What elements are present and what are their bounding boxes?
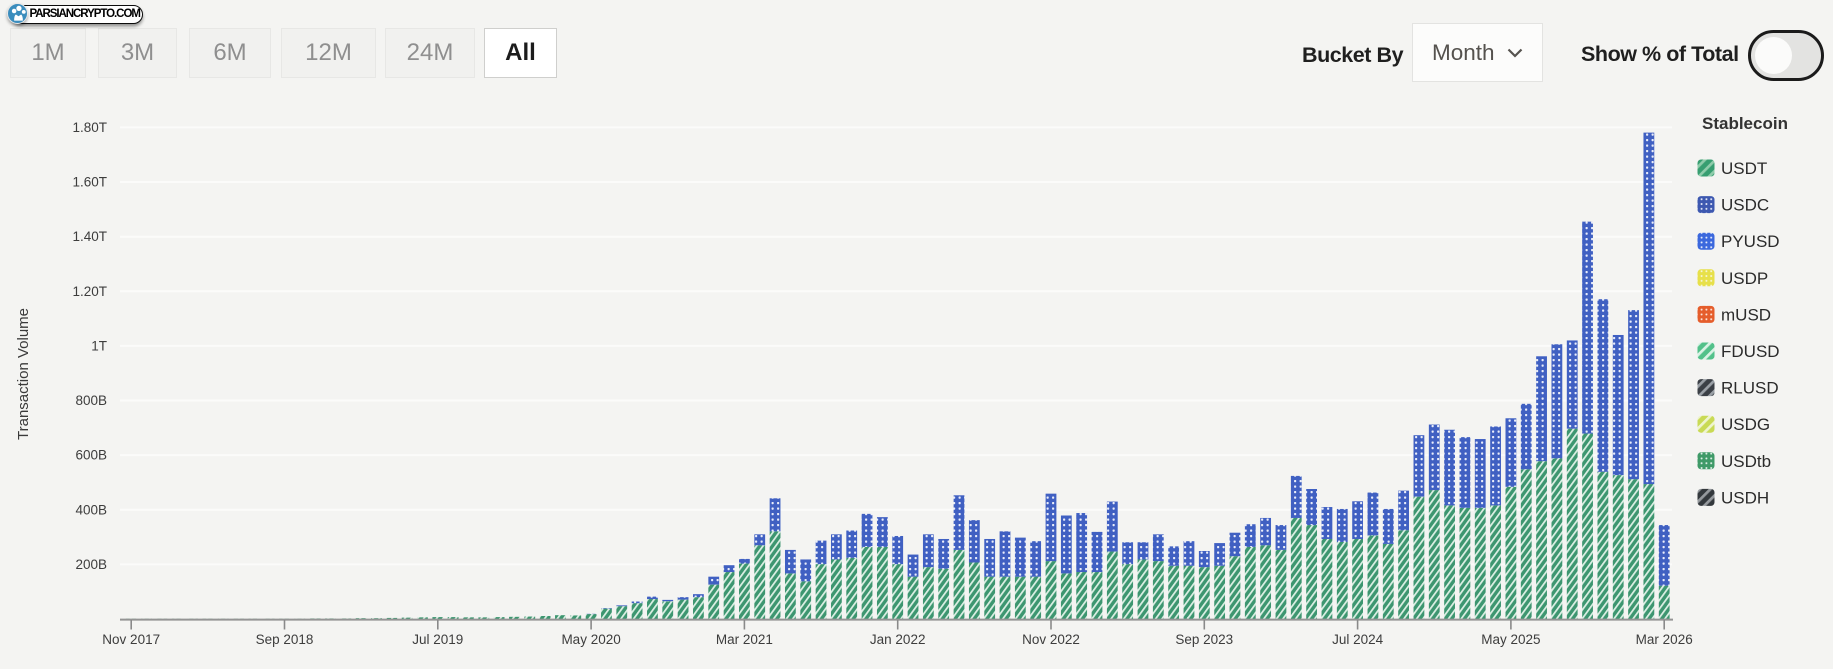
svg-text:May 2025: May 2025 (1481, 632, 1540, 647)
svg-text:USDP: USDP (1721, 269, 1768, 288)
svg-text:800B: 800B (75, 393, 107, 408)
svg-text:1.40T: 1.40T (72, 229, 107, 244)
svg-text:600B: 600B (75, 448, 107, 463)
svg-text:Sep 2023: Sep 2023 (1175, 632, 1233, 647)
svg-text:Transaction Volume: Transaction Volume (15, 308, 32, 440)
svg-text:Stablecoin: Stablecoin (1702, 114, 1788, 133)
svg-text:USDG: USDG (1721, 415, 1770, 434)
svg-text:Nov 2022: Nov 2022 (1022, 632, 1080, 647)
svg-text:FDUSD: FDUSD (1721, 342, 1780, 361)
svg-text:May 2020: May 2020 (561, 632, 620, 647)
svg-text:1.60T: 1.60T (72, 175, 107, 190)
svg-text:400B: 400B (75, 502, 107, 517)
svg-text:1.20T: 1.20T (72, 284, 107, 299)
svg-text:Sep 2018: Sep 2018 (256, 632, 314, 647)
svg-text:Nov 2017: Nov 2017 (102, 632, 160, 647)
svg-text:PYUSD: PYUSD (1721, 232, 1780, 251)
svg-text:Mar 2021: Mar 2021 (716, 632, 773, 647)
svg-text:Jul 2024: Jul 2024 (1332, 632, 1384, 647)
svg-text:USDC: USDC (1721, 196, 1769, 215)
svg-text:Mar 2026: Mar 2026 (1636, 632, 1693, 647)
svg-text:1T: 1T (91, 338, 107, 353)
svg-text:USDtb: USDtb (1721, 452, 1771, 471)
svg-text:200B: 200B (75, 557, 107, 572)
svg-text:USDH: USDH (1721, 488, 1769, 507)
svg-text:RLUSD: RLUSD (1721, 379, 1779, 398)
svg-text:Jan 2022: Jan 2022 (870, 632, 926, 647)
svg-text:USDT: USDT (1721, 159, 1767, 178)
svg-text:1.80T: 1.80T (72, 120, 107, 135)
svg-text:Jul 2019: Jul 2019 (412, 632, 463, 647)
svg-text:mUSD: mUSD (1721, 305, 1771, 324)
